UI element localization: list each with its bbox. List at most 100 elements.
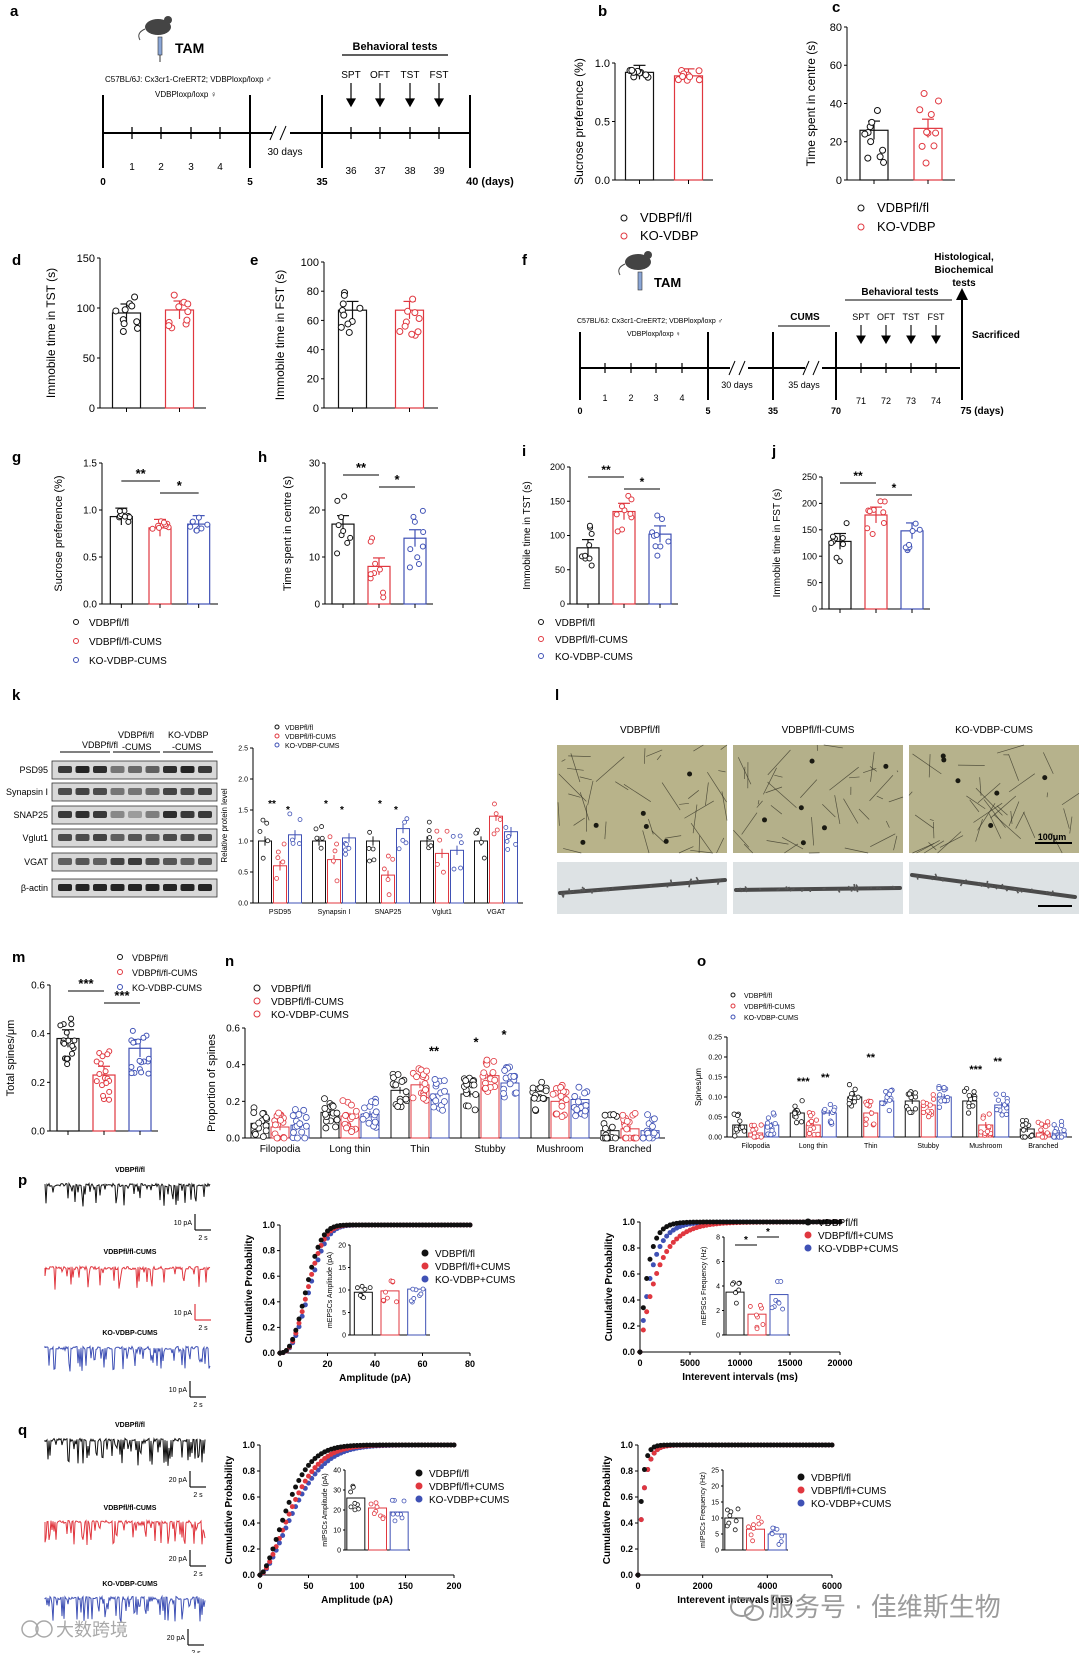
test-f-tst: TST (903, 312, 921, 322)
data-point (404, 841, 408, 845)
legend-i-ko: KO-VDBP-CUMS (555, 652, 633, 663)
data-point (427, 829, 431, 833)
data-point (373, 1100, 379, 1106)
y-tick-label: 0.4 (31, 1029, 45, 1040)
blot-band (93, 884, 107, 891)
data-point (733, 1134, 737, 1138)
legend-k: VDBPfl/fl VDBPfl/fl-CUMS KO-VDBP-CUMS (275, 725, 340, 750)
x-tick-label: Long thin (799, 1143, 828, 1150)
micrograph-2 (733, 745, 903, 853)
data-point (832, 1108, 836, 1112)
sig-label: * (324, 799, 328, 810)
data-point (877, 154, 883, 160)
blot-band (146, 788, 160, 795)
y-tick-label: 0.0 (262, 1348, 275, 1358)
data-point (336, 523, 341, 528)
data-point (926, 1109, 930, 1113)
inset-point (770, 1532, 774, 1536)
y-tick-label: 0.4 (622, 1295, 635, 1305)
data-point (188, 524, 193, 529)
bar (188, 524, 210, 604)
data-point (492, 832, 496, 836)
data-point (275, 876, 279, 880)
y-axis-label: Cumulative Probability (602, 1455, 613, 1564)
blot-band (128, 788, 142, 795)
inset-y-tick-label: 0 (716, 1333, 720, 1340)
data-point (865, 526, 870, 531)
x-tick-label: Vglut1 (432, 909, 452, 916)
data-point (260, 1134, 266, 1140)
data-point (921, 1100, 925, 1104)
y-tick-label: 0.0 (238, 900, 248, 907)
soma (799, 805, 804, 810)
data-point (650, 1123, 656, 1129)
legend-c: VDBPfl/fl KO-VDBP (858, 200, 936, 234)
behavioral-title-f: Behavioral tests (861, 287, 939, 298)
sig-label: * (286, 805, 290, 816)
data-point (1039, 1128, 1043, 1132)
data-point (315, 836, 319, 840)
y-tick-label: 0.4 (226, 1060, 240, 1071)
data-point (870, 532, 875, 537)
data-point (624, 1118, 630, 1124)
y-tick-label: 1.0 (595, 58, 610, 70)
tick-a-35: 35 (316, 177, 328, 188)
tick-a-1: 1 (129, 162, 135, 173)
bar (829, 541, 851, 609)
data-point (371, 847, 375, 851)
data-point (502, 1067, 508, 1073)
x-tick-label: Stubby (917, 1143, 939, 1150)
cdf-point (300, 1304, 305, 1309)
x-tick-label: Synapsin I (318, 909, 351, 916)
data-point (330, 1103, 336, 1109)
data-point (632, 1110, 638, 1116)
data-point (910, 528, 915, 533)
inset-y-tick-label: 10 (711, 1516, 719, 1523)
x-tick-label: 4000 (757, 1581, 777, 1591)
data-point (97, 1072, 102, 1077)
soma (580, 840, 585, 845)
inset-point (353, 1508, 357, 1512)
inset-y-axis-label: mEPSCs Frequency (Hz) (701, 1247, 708, 1326)
data-point (150, 526, 155, 531)
blot-band (58, 788, 72, 795)
legend-m-ko: KO-VDBP-CUMS (132, 983, 202, 993)
scale-bar-label: 2 s (193, 1402, 203, 1409)
data-point (338, 324, 344, 330)
tick-a-37: 37 (374, 166, 386, 177)
syringe-icon (638, 272, 642, 297)
sig-label: ** (853, 469, 863, 483)
data-point (919, 143, 925, 149)
data-point (427, 820, 431, 824)
soma (641, 811, 646, 816)
y-tick-label: 0.2 (262, 1322, 275, 1332)
y-tick-label: 0.5 (83, 553, 97, 564)
cdf-point (648, 1294, 653, 1299)
x-tick-label: 2000 (693, 1581, 713, 1591)
data-point (256, 1120, 262, 1126)
data-point (966, 1111, 970, 1115)
data-point (344, 852, 348, 856)
legend-marker (416, 1496, 423, 1503)
data-point (554, 1111, 560, 1117)
data-point (184, 317, 190, 323)
data-point (440, 1107, 446, 1113)
soma (883, 764, 888, 769)
watermark-logo-icon (22, 1621, 52, 1637)
cdf-point (300, 1309, 305, 1314)
blot-band (111, 788, 125, 795)
data-point (609, 1124, 615, 1130)
y-tick-label: 1.5 (238, 807, 248, 814)
data-point (740, 1125, 744, 1129)
data-point (809, 1119, 813, 1123)
x-axis-label: Amplitude (pA) (339, 1373, 411, 1384)
data-point (906, 542, 911, 547)
data-point (1059, 1123, 1063, 1127)
legend-m-vdbp: VDBPfl/fl (132, 953, 168, 963)
timeline-f: TAM C57BL/6J: Cx3cr1-CreERT2; VDBPloxp/l… (577, 251, 1020, 417)
cdf-point (644, 1309, 649, 1314)
soma (955, 778, 960, 783)
cdf-point (290, 1492, 295, 1497)
y-tick-label: 0.2 (242, 1544, 255, 1554)
